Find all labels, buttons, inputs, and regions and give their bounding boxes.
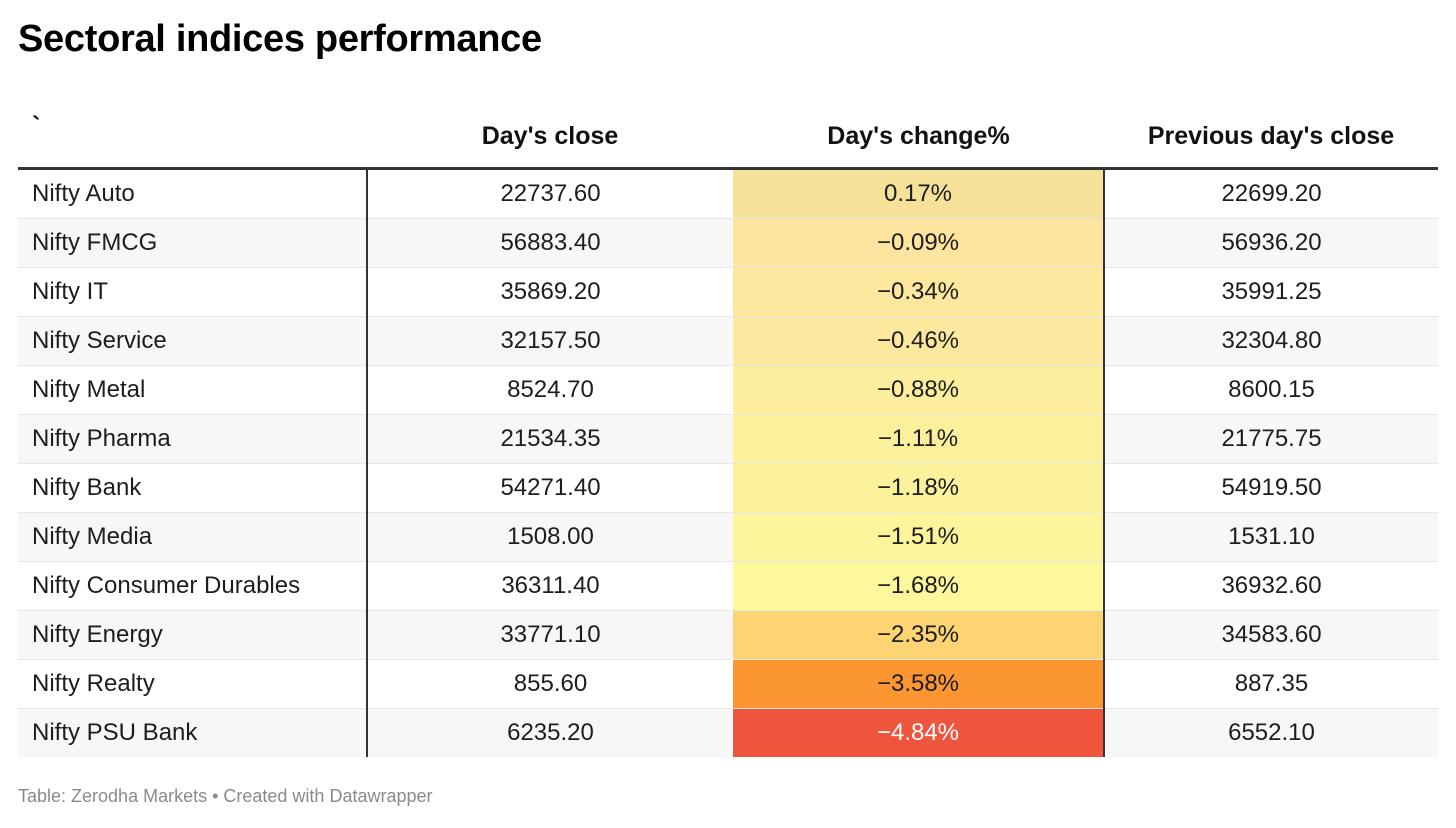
days-close-cell: 21534.35 bbox=[367, 414, 733, 464]
column-header-index[interactable]: ` bbox=[18, 106, 367, 170]
previous-close-cell: 36932.60 bbox=[1104, 561, 1438, 611]
days-close-cell: 36311.40 bbox=[367, 561, 733, 611]
previous-close-cell: 8600.15 bbox=[1104, 365, 1438, 415]
sector-indices-table: ` Day's close Day's change% Previous day… bbox=[18, 106, 1438, 757]
index-name-cell: Nifty Realty bbox=[18, 659, 368, 709]
days-change-cell: −1.68% bbox=[733, 561, 1105, 611]
previous-close-cell: 1531.10 bbox=[1104, 512, 1438, 562]
days-close-cell: 33771.10 bbox=[367, 610, 733, 660]
days-change-cell: −1.11% bbox=[733, 414, 1105, 464]
days-close-cell: 22737.60 bbox=[367, 168, 733, 219]
column-header-days-change[interactable]: Day's change% bbox=[733, 106, 1104, 170]
index-name-cell: Nifty Consumer Durables bbox=[18, 561, 368, 611]
table-row: Nifty Bank 54271.40 −1.18% 54919.50 bbox=[18, 463, 1438, 513]
index-name-cell: Nifty Bank bbox=[18, 463, 368, 513]
days-close-cell: 32157.50 bbox=[367, 316, 733, 366]
previous-close-cell: 21775.75 bbox=[1104, 414, 1438, 464]
table-row: Nifty IT 35869.20 −0.34% 35991.25 bbox=[18, 267, 1438, 317]
days-close-cell: 35869.20 bbox=[367, 267, 733, 317]
index-name-cell: Nifty IT bbox=[18, 267, 368, 317]
table-row: Nifty Auto 22737.60 0.17% 22699.20 bbox=[18, 168, 1438, 219]
previous-close-cell: 22699.20 bbox=[1104, 168, 1438, 219]
chart-title: Sectoral indices performance bbox=[18, 18, 542, 60]
table-row: Nifty Energy 33771.10 −2.35% 34583.60 bbox=[18, 610, 1438, 660]
index-name-cell: Nifty Auto bbox=[18, 168, 368, 219]
days-close-cell: 56883.40 bbox=[367, 218, 733, 268]
table-body: Nifty Auto 22737.60 0.17% 22699.20 Nifty FMC… bbox=[18, 168, 1438, 757]
previous-close-cell: 34583.60 bbox=[1104, 610, 1438, 660]
days-close-cell: 1508.00 bbox=[367, 512, 733, 562]
days-change-cell: −0.09% bbox=[733, 218, 1105, 268]
previous-close-cell: 6552.10 bbox=[1104, 708, 1438, 757]
index-name-cell: Nifty Metal bbox=[18, 365, 368, 415]
column-header-days-close[interactable]: Day's close bbox=[367, 106, 733, 170]
index-name-cell: Nifty Energy bbox=[18, 610, 368, 660]
days-close-cell: 8524.70 bbox=[367, 365, 733, 415]
table-row: Nifty Service 32157.50 −0.46% 32304.80 bbox=[18, 316, 1438, 366]
table-header-row: ` Day's close Day's change% Previous day… bbox=[18, 106, 1438, 170]
previous-close-cell: 35991.25 bbox=[1104, 267, 1438, 317]
table-row: Nifty Consumer Durables 36311.40 −1.68% 369… bbox=[18, 561, 1438, 611]
days-change-cell: −0.34% bbox=[733, 267, 1105, 317]
previous-close-cell: 56936.20 bbox=[1104, 218, 1438, 268]
days-change-cell: −1.18% bbox=[733, 463, 1105, 513]
index-name-cell: Nifty Service bbox=[18, 316, 368, 366]
table-row: Nifty Metal 8524.70 −0.88% 8600.15 bbox=[18, 365, 1438, 415]
previous-close-cell: 887.35 bbox=[1104, 659, 1438, 709]
table-row: Nifty FMCG 56883.40 −0.09% 56936.20 bbox=[18, 218, 1438, 268]
table-row: Nifty Media 1508.00 −1.51% 1531.10 bbox=[18, 512, 1438, 562]
index-name-cell: Nifty Pharma bbox=[18, 414, 368, 464]
days-change-cell: −1.51% bbox=[733, 512, 1105, 562]
column-header-previous-close[interactable]: Previous day's close bbox=[1104, 106, 1438, 170]
previous-close-cell: 54919.50 bbox=[1104, 463, 1438, 513]
index-name-cell: Nifty PSU Bank bbox=[18, 708, 368, 757]
days-change-cell: 0.17% bbox=[733, 168, 1105, 219]
days-change-cell: −0.88% bbox=[733, 365, 1105, 415]
days-close-cell: 855.60 bbox=[367, 659, 733, 709]
source-footer: Table: Zerodha Markets • Created with Da… bbox=[18, 786, 433, 806]
previous-close-cell: 32304.80 bbox=[1104, 316, 1438, 366]
table-row: Nifty Realty 855.60 −3.58% 887.35 bbox=[18, 659, 1438, 709]
table-row: Nifty Pharma 21534.35 −1.11% 21775.75 bbox=[18, 414, 1438, 464]
days-change-cell: −4.84% bbox=[733, 708, 1105, 757]
days-change-cell: −2.35% bbox=[733, 610, 1105, 660]
days-change-cell: −0.46% bbox=[733, 316, 1105, 366]
days-close-cell: 6235.20 bbox=[367, 708, 733, 757]
days-close-cell: 54271.40 bbox=[367, 463, 733, 513]
index-name-cell: Nifty FMCG bbox=[18, 218, 368, 268]
days-change-cell: −3.58% bbox=[733, 659, 1105, 709]
data-table-container: ` Day's close Day's change% Previous day… bbox=[18, 106, 1438, 757]
index-name-cell: Nifty Media bbox=[18, 512, 368, 562]
table-row: Nifty PSU Bank 6235.20 −4.84% 6552.10 bbox=[18, 708, 1438, 757]
